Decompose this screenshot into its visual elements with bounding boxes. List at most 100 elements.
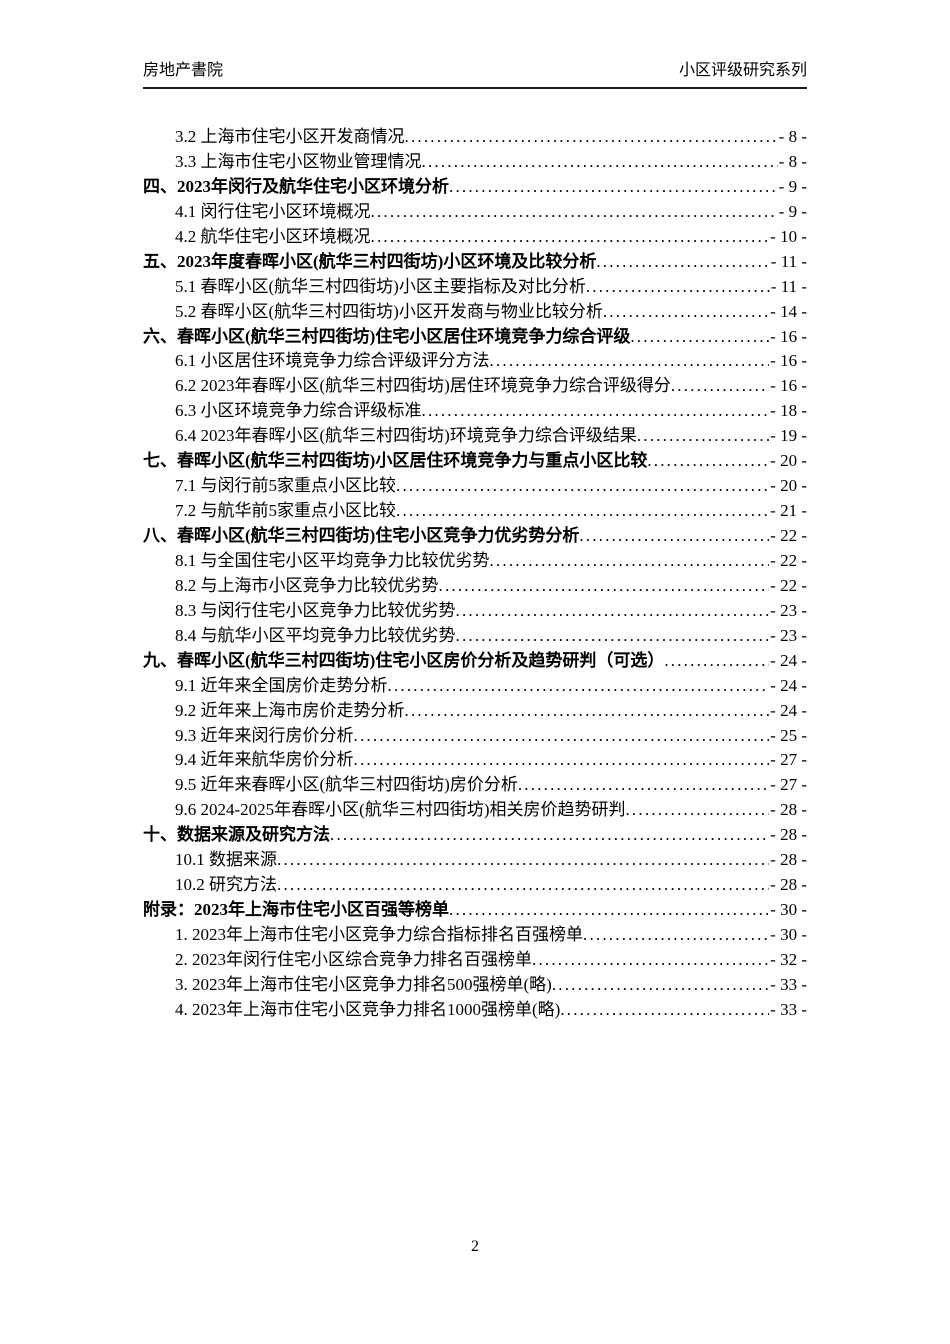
toc-entry[interactable]: 8.1 与全国住宅小区平均竞争力比较优劣势 - 22 -	[143, 546, 807, 571]
toc-entry[interactable]: 四、2023年闵行及航华住宅小区环境分析 - 9 -	[143, 172, 807, 197]
toc-entry-label: 附录：2023年上海市住宅小区百强等榜单	[143, 900, 449, 920]
toc-entry[interactable]: 4. 2023年上海市住宅小区竞争力排名1000强榜单(略) - 33 -	[143, 995, 807, 1020]
toc-entry[interactable]: 9.5 近年来春晖小区(航华三村四街坊)房价分析 - 27 -	[143, 770, 807, 795]
toc-dot-leader	[532, 950, 769, 970]
toc-dot-leader	[439, 576, 770, 596]
toc-entry-label: 10.1 数据来源	[175, 850, 277, 870]
toc-entry[interactable]: 3. 2023年上海市住宅小区竞争力排名500强榜单(略) - 33 -	[143, 970, 807, 995]
toc-entry-label: 4.2 航华住宅小区环境概况	[175, 226, 371, 246]
toc-entry[interactable]: 8.3 与闵行住宅小区竞争力比较优劣势 - 23 -	[143, 596, 807, 621]
toc-entry-page-number: - 30 -	[770, 900, 807, 920]
toc-entry-label: 9.2 近年来上海市房价走势分析	[175, 700, 405, 720]
toc-entry[interactable]: 1. 2023年上海市住宅小区竞争力综合指标排名百强榜单 - 30 -	[143, 920, 807, 945]
toc-entry-page-number: - 10 -	[770, 226, 807, 246]
toc-entry-label: 2. 2023年闵行住宅小区综合竞争力排名百强榜单	[175, 949, 532, 969]
toc-entry[interactable]: 五、2023年度春晖小区(航华三村四街坊)小区环境及比较分析 - 11 -	[143, 247, 807, 272]
toc-entry[interactable]: 9.1 近年来全国房价走势分析 - 24 -	[143, 671, 807, 696]
toc-entry-page-number: - 30 -	[770, 925, 807, 944]
toc-entry-label: 8.2 与上海市小区竞争力比较优劣势	[175, 575, 439, 595]
toc-entry-label: 9.3 近年来闵行房价分析	[175, 725, 354, 745]
toc-entry-page-number: - 19 -	[770, 426, 807, 446]
toc-entry[interactable]: 8.2 与上海市小区竞争力比较优劣势 - 22 -	[143, 571, 807, 596]
toc-dot-leader	[330, 825, 769, 845]
toc-entry[interactable]: 八、春晖小区(航华三村四街坊)住宅小区竞争力优劣势分析 - 22 -	[143, 521, 807, 546]
toc-entry-label: 10.2 研究方法	[175, 875, 277, 895]
header-right-title: 小区评级研究系列	[678, 62, 807, 79]
toc-entry[interactable]: 5.1 春晖小区(航华三村四街坊)小区主要指标及对比分析 - 11 -	[143, 272, 807, 297]
page-header: 房地产書院 小区评级研究系列	[143, 60, 807, 89]
toc-dot-leader	[490, 351, 770, 371]
toc-entry-page-number: - 24 -	[770, 700, 807, 720]
toc-entry-label: 七、春晖小区(航华三村四街坊)小区居住环境竞争力与重点小区比较	[143, 451, 648, 471]
toc-dot-leader	[518, 775, 769, 795]
toc-dot-leader	[586, 277, 770, 297]
toc-entry[interactable]: 九、春晖小区(航华三村四街坊)住宅小区房价分析及趋势研判（可选） - 24 -	[143, 646, 807, 671]
toc-dot-leader	[277, 875, 769, 895]
toc-entry[interactable]: 8.4 与航华小区平均竞争力比较优劣势 - 23 -	[143, 621, 807, 646]
toc-entry[interactable]: 3.3 上海市住宅小区物业管理情况 - 8 -	[143, 147, 807, 172]
toc-entry-page-number: - 33 -	[770, 999, 807, 1019]
toc-entry-label: 7.2 与航华前5家重点小区比较	[175, 501, 396, 521]
toc-entry-page-number: - 9 -	[778, 201, 807, 221]
toc-entry-page-number: - 16 -	[770, 376, 807, 396]
toc-entry[interactable]: 4.2 航华住宅小区环境概况 - 10 -	[143, 222, 807, 247]
toc-entry[interactable]: 5.2 春晖小区(航华三村四街坊)小区开发商与物业比较分析 - 14 -	[143, 297, 807, 322]
toc-entry-label: 8.3 与闵行住宅小区竞争力比较优劣势	[175, 600, 456, 620]
toc-entry-page-number: - 25 -	[770, 725, 807, 745]
toc-entry[interactable]: 10.1 数据来源 - 28 -	[143, 845, 807, 870]
toc-entry[interactable]: 七、春晖小区(航华三村四街坊)小区居住环境竞争力与重点小区比较 - 20 -	[143, 446, 807, 471]
toc-entry-page-number: - 28 -	[770, 825, 807, 845]
toc-entry[interactable]: 六、春晖小区(航华三村四街坊)住宅小区居住环境竞争力综合评级 - 16 -	[143, 322, 807, 347]
toc-entry[interactable]: 9.6 2024-2025年春晖小区(航华三村四街坊)相关房价趋势研判 - 28 …	[143, 795, 807, 820]
toc-entry[interactable]: 6.4 2023年春晖小区(航华三村四街坊)环境竞争力综合评级结果 - 19 -	[143, 421, 807, 446]
toc-entry[interactable]: 10.2 研究方法 - 28 -	[143, 870, 807, 895]
toc-entry-label: 十、数据来源及研究方法	[143, 825, 330, 845]
toc-entry-label: 六、春晖小区(航华三村四街坊)住宅小区居住环境竞争力综合评级	[143, 326, 631, 346]
toc-entry-label: 八、春晖小区(航华三村四街坊)住宅小区竞争力优劣势分析	[143, 526, 580, 545]
toc-entry[interactable]: 7.2 与航华前5家重点小区比较 - 21 -	[143, 496, 807, 521]
toc-entry[interactable]: 9.4 近年来航华房价分析 - 27 -	[143, 745, 807, 770]
toc-entry[interactable]: 4.1 闵行住宅小区环境概况 - 9 -	[143, 197, 807, 222]
toc-entry[interactable]: 9.2 近年来上海市房价走势分析 - 24 -	[143, 696, 807, 721]
toc-entry[interactable]: 附录：2023年上海市住宅小区百强等榜单 - 30 -	[143, 895, 807, 920]
toc-dot-leader	[603, 302, 769, 322]
toc-entry[interactable]: 9.3 近年来闵行房价分析 - 25 -	[143, 721, 807, 746]
toc-entry-page-number: - 16 -	[770, 351, 807, 371]
toc-entry-label: 3.2 上海市住宅小区开发商情况	[175, 127, 405, 146]
toc-entry-label: 4. 2023年上海市住宅小区竞争力排名1000强榜单(略)	[175, 999, 561, 1019]
toc-dot-leader	[630, 327, 769, 347]
toc-entry-label: 五、2023年度春晖小区(航华三村四街坊)小区环境及比较分析	[143, 251, 597, 271]
toc-entry[interactable]: 7.1 与闵行前5家重点小区比较 - 20 -	[143, 471, 807, 496]
toc-entry-page-number: - 11 -	[770, 251, 807, 271]
toc-entry-label: 9.6 2024-2025年春晖小区(航华三村四街坊)相关房价趋势研判	[175, 800, 626, 820]
toc-dot-leader	[671, 376, 769, 396]
toc-entry[interactable]: 6.3 小区环境竞争力综合评级标准 - 18 -	[143, 396, 807, 421]
toc-dot-leader	[579, 526, 769, 546]
toc-entry-label: 5.2 春晖小区(航华三村四街坊)小区开发商与物业比较分析	[175, 301, 603, 321]
toc-dot-leader	[449, 900, 769, 920]
toc-entry-page-number: - 22 -	[770, 575, 807, 595]
toc-entry-page-number: - 22 -	[770, 550, 807, 570]
toc-entry-page-number: - 9 -	[778, 176, 807, 196]
toc-entry-page-number: - 21 -	[770, 501, 807, 521]
toc-entry-page-number: - 8 -	[778, 127, 807, 146]
toc-dot-leader	[396, 476, 769, 496]
toc-entry[interactable]: 3.2 上海市住宅小区开发商情况 - 8 -	[143, 122, 807, 147]
toc-entry[interactable]: 6.1 小区居住环境竞争力综合评级评分方法 - 16 -	[143, 346, 807, 371]
toc-entry-page-number: - 32 -	[770, 949, 807, 969]
toc-entry-label: 9.4 近年来航华房价分析	[175, 750, 354, 770]
toc-entry-page-number: - 24 -	[770, 650, 807, 670]
toc-entry[interactable]: 十、数据来源及研究方法 - 28 -	[143, 820, 807, 845]
toc-entry-label: 9.1 近年来全国房价走势分析	[175, 675, 388, 695]
toc-dot-leader	[354, 750, 770, 770]
toc-dot-leader	[405, 127, 778, 147]
toc-dot-leader	[647, 451, 769, 471]
toc-dot-leader	[560, 1000, 769, 1020]
toc-entry-page-number: - 22 -	[770, 526, 807, 545]
toc-entry-page-number: - 18 -	[770, 401, 807, 421]
toc-dot-leader	[422, 152, 778, 172]
toc-entry[interactable]: 6.2 2023年春晖小区(航华三村四街坊)居住环境竞争力综合评级得分 - 16 …	[143, 371, 807, 396]
toc-entry[interactable]: 2. 2023年闵行住宅小区综合竞争力排名百强榜单 - 32 -	[143, 945, 807, 970]
toc-entry-page-number: - 20 -	[770, 451, 807, 471]
toc-entry-label: 四、2023年闵行及航华住宅小区环境分析	[143, 176, 449, 196]
